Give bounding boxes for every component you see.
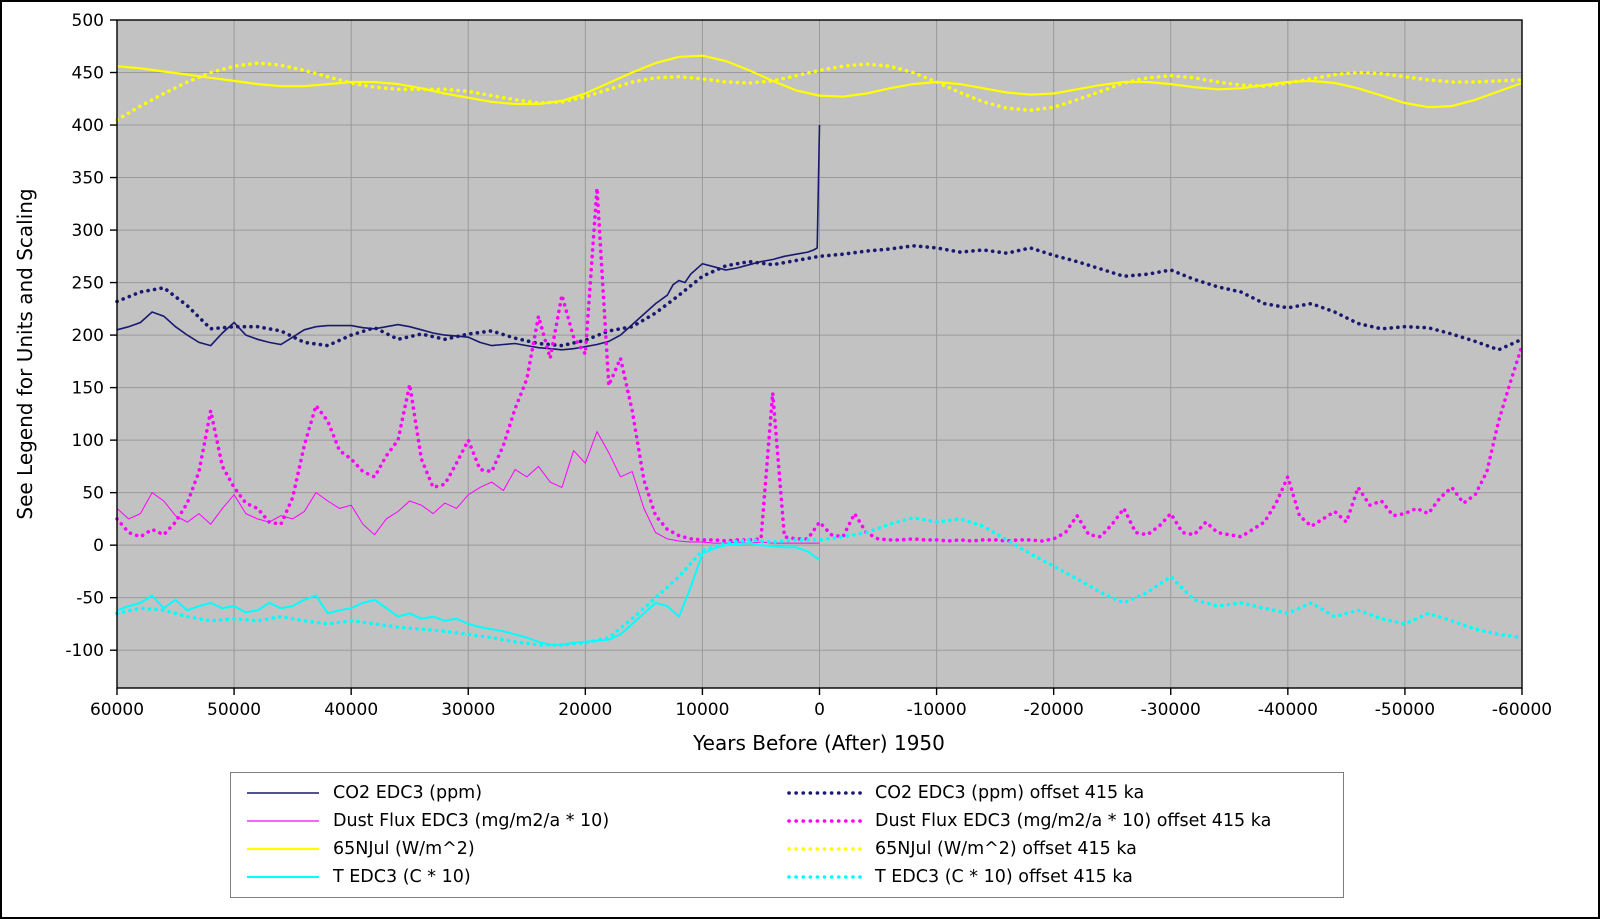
x-axis-label: Years Before (After) 1950	[692, 731, 945, 755]
legend-label-dust: Dust Flux EDC3 (mg/m2/a * 10)	[333, 811, 610, 831]
legend-item-co2-offset: CO2 EDC3 (ppm) offset 415 ka	[787, 779, 1329, 807]
legend-label-dust-offset: Dust Flux EDC3 (mg/m2/a * 10) offset 415…	[875, 811, 1272, 831]
legend-sample-65njul-line	[245, 844, 321, 854]
legend-label-65njul: 65NJul (W/m^2)	[333, 839, 475, 859]
y-tick-label: 100	[72, 431, 104, 451]
x-tick-label: -10000	[906, 700, 966, 720]
y-tick-label: 450	[72, 64, 104, 84]
legend-item-dust-offset: Dust Flux EDC3 (mg/m2/a * 10) offset 415…	[787, 807, 1329, 835]
x-tick-label: -20000	[1024, 700, 1084, 720]
legend-item-temp: T EDC3 (C * 10)	[245, 863, 787, 891]
legend-sample-co2-line	[245, 788, 321, 798]
y-tick-label: 150	[72, 379, 104, 399]
x-tick-label: -50000	[1375, 700, 1435, 720]
legend-label-65njul-offset: 65NJul (W/m^2) offset 415 ka	[875, 839, 1137, 859]
y-tick-label: 50	[82, 484, 104, 504]
legend-label-co2: CO2 EDC3 (ppm)	[333, 783, 483, 803]
legend-label-temp-offset: T EDC3 (C * 10) offset 415 ka	[875, 867, 1133, 887]
legend-sample-co2-offset-dots	[787, 788, 863, 798]
y-tick-label: 250	[72, 274, 104, 294]
plot-layers: 60000 50000 40000 30000 20000 10000 0 -10000 -20…	[65, 11, 1552, 720]
legend-sample-temp-line	[245, 872, 321, 882]
x-tick-label: -40000	[1258, 700, 1318, 720]
legend-sample-65njul-offset-dots	[787, 844, 863, 854]
legend-item-65njul-offset: 65NJul (W/m^2) offset 415 ka	[787, 835, 1329, 863]
plot-area: 60000 50000 40000 30000 20000 10000 0 -10000 -20…	[13, 11, 1552, 755]
x-tick-label: 0	[814, 700, 825, 720]
x-tick-label: 30000	[441, 700, 495, 720]
legend-label-temp: T EDC3 (C * 10)	[333, 867, 471, 887]
x-tick-label: -60000	[1492, 700, 1552, 720]
y-tick-label: 200	[72, 326, 104, 346]
y-axis-label: See Legend for Units and Scaling	[13, 188, 37, 519]
x-tick-label: 50000	[207, 700, 261, 720]
legend-label-co2-offset: CO2 EDC3 (ppm) offset 415 ka	[875, 783, 1145, 803]
legend-item-dust: Dust Flux EDC3 (mg/m2/a * 10)	[245, 807, 787, 835]
x-tick-label: 20000	[558, 700, 612, 720]
x-tick-label: 40000	[324, 700, 378, 720]
legend-sample-dust-offset-dots	[787, 816, 863, 826]
y-tick-label: 0	[93, 536, 104, 556]
y-tick-label: 300	[72, 221, 104, 241]
x-tick-label: 60000	[90, 700, 144, 720]
y-tick-label: -100	[65, 641, 104, 661]
y-tick-label: 350	[72, 169, 104, 189]
y-tick-label: 400	[72, 116, 104, 136]
x-tick-label: 10000	[675, 700, 729, 720]
legend-sample-temp-offset-dots	[787, 872, 863, 882]
y-tick-label: -50	[76, 589, 104, 609]
x-tick-label: -30000	[1141, 700, 1201, 720]
legend: CO2 EDC3 (ppm) Dust Flux EDC3 (mg/m2/a *…	[230, 772, 1344, 898]
legend-item-temp-offset: T EDC3 (C * 10) offset 415 ka	[787, 863, 1329, 891]
legend-sample-dust-line	[245, 816, 321, 826]
legend-item-co2: CO2 EDC3 (ppm)	[245, 779, 787, 807]
legend-item-65njul: 65NJul (W/m^2)	[245, 835, 787, 863]
y-tick-label: 500	[72, 11, 104, 31]
